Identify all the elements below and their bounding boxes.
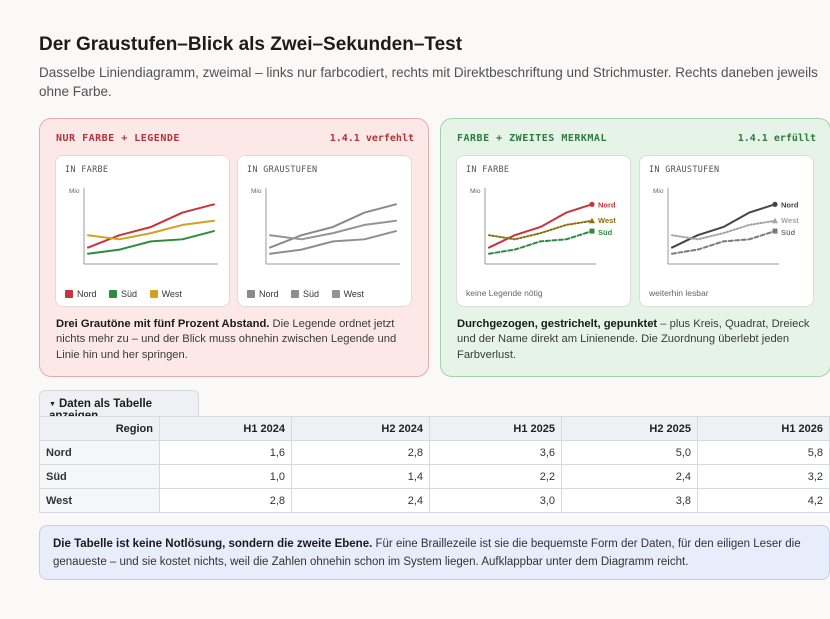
card-note: weiterhin lesbar <box>649 288 709 298</box>
legend-item-sued: Süd <box>109 289 137 299</box>
table-cell: 1,6 <box>159 440 292 465</box>
card-title: IN GRAUSTUFEN <box>649 165 720 175</box>
card-note: keine Legende nötig <box>466 288 543 298</box>
chart-legend: Nord Süd West <box>247 289 374 299</box>
table-cell: 5,8 <box>697 440 830 465</box>
table-cell: 3,2 <box>697 464 830 489</box>
column-header: H2 2024 <box>291 416 430 441</box>
page-title: Der Graustufen–Blick als Zwei–Sekunden–T… <box>39 34 463 55</box>
table-row: West 2,8 2,4 3,0 3,8 4,2 <box>39 488 830 513</box>
info-callout: Die Tabelle ist keine Notlösung, sondern… <box>39 525 830 580</box>
table-toggle-button[interactable]: ▼Daten als Tabelle anzeigen <box>39 390 199 422</box>
table-row: Süd 1,0 1,4 2,2 2,4 3,2 <box>39 464 830 489</box>
row-header: Nord <box>39 440 160 465</box>
axis-unit-label: Mio <box>251 188 262 195</box>
line-chart: Mio Nord Süd West <box>653 188 799 265</box>
table-cell: 3,6 <box>429 440 562 465</box>
direct-label-süd: Süd <box>781 228 796 237</box>
chart-card-grayscale: IN GRAUSTUFEN Mio Nord Süd West <box>237 155 412 307</box>
data-table: Region H1 2024 H2 2024 H1 2025 H2 2025 H… <box>39 416 830 513</box>
series-line-west <box>87 219 215 241</box>
end-marker-triangle <box>589 217 595 224</box>
table-cell: 1,0 <box>159 464 292 489</box>
table-cell: 2,4 <box>291 488 430 513</box>
series-line-nord <box>87 203 215 249</box>
series-line-süd <box>269 230 397 255</box>
caret-down-icon: ▼ <box>49 401 56 408</box>
end-marker-square <box>772 228 778 234</box>
direct-label-nord: Nord <box>781 200 799 209</box>
line-chart: Mio <box>251 188 400 265</box>
direct-label-west: West <box>781 216 799 225</box>
series-line-nord <box>671 203 776 249</box>
end-marker-circle <box>589 201 595 207</box>
chart-legend: Nord Süd West <box>65 289 192 299</box>
chart-card-grayscale: IN GRAUSTUFEN Mio Nord Süd West weiterhin l… <box>639 155 814 307</box>
column-header: H1 2024 <box>159 416 292 441</box>
legend-item-nord: Nord <box>247 289 279 299</box>
series-line-süd <box>488 230 593 255</box>
direct-label-süd: Süd <box>598 228 613 237</box>
table-cell: 2,4 <box>561 464 698 489</box>
axis-unit-label: Mio <box>653 188 664 195</box>
table-cell: 3,0 <box>429 488 562 513</box>
series-line-süd <box>87 230 215 255</box>
direct-label-west: West <box>598 216 616 225</box>
table-cell: 4,2 <box>697 488 830 513</box>
chart-card-color: IN FARBE Mio Nord Süd West <box>55 155 230 307</box>
legend-item-nord: Nord <box>65 289 97 299</box>
series-line-nord <box>488 203 593 249</box>
axis-unit-label: Mio <box>69 188 80 195</box>
card-title: IN GRAUSTUFEN <box>247 165 318 175</box>
table-row: Nord 1,6 2,8 3,6 5,0 5,8 <box>39 440 830 465</box>
series-line-nord <box>269 203 397 249</box>
panel-heading: NUR FARBE + LEGENDE <box>56 133 180 144</box>
panel-color-plus-feature: FARBE + ZWEITES MERKMAL 1.4.1 erfüllt IN… <box>440 118 830 377</box>
series-line-west <box>269 219 397 241</box>
criterion-badge: 1.4.1 erfüllt <box>737 133 816 144</box>
criterion-badge: 1.4.1 verfehlt <box>329 133 414 144</box>
chart-card-color: IN FARBE Mio Nord Süd West keine Legende nö… <box>456 155 631 307</box>
series-line-west <box>671 219 776 241</box>
table-cell: 2,8 <box>159 488 292 513</box>
end-marker-circle <box>772 201 778 207</box>
legend-item-sued: Süd <box>291 289 319 299</box>
end-marker-triangle <box>772 217 778 224</box>
table-header-row: Region H1 2024 H2 2024 H1 2025 H2 2025 H… <box>39 416 830 441</box>
line-chart: Mio <box>69 188 218 265</box>
legend-item-west: West <box>331 289 364 299</box>
column-header: Region <box>39 416 160 441</box>
series-line-west <box>488 219 593 241</box>
legend-item-west: West <box>149 289 182 299</box>
direct-label-nord: Nord <box>598 200 616 209</box>
series-line-süd <box>671 230 776 255</box>
column-header: H2 2025 <box>561 416 698 441</box>
card-title: IN FARBE <box>466 165 510 175</box>
page-subtitle: Dasselbe Liniendiagramm, zweimal – links… <box>39 65 818 99</box>
table-cell: 1,4 <box>291 464 430 489</box>
table-cell: 2,2 <box>429 464 562 489</box>
line-chart: Mio Nord Süd West <box>470 188 616 265</box>
table-cell: 3,8 <box>561 488 698 513</box>
column-header: H1 2025 <box>429 416 562 441</box>
panel-color-only: NUR FARBE + LEGENDE 1.4.1 verfehlt IN FA… <box>39 118 429 377</box>
row-header: Süd <box>39 464 160 489</box>
axis-unit-label: Mio <box>470 188 481 195</box>
panel-description: Durchgezogen, gestrichelt, gepunktet – p… <box>457 318 810 361</box>
table-cell: 2,8 <box>291 440 430 465</box>
row-header: West <box>39 488 160 513</box>
end-marker-square <box>589 228 595 234</box>
table-cell: 5,0 <box>561 440 698 465</box>
panel-heading: FARBE + ZWEITES MERKMAL <box>457 133 607 144</box>
card-title: IN FARBE <box>65 165 109 175</box>
panel-description: Drei Grautöne mit fünf Prozent Abstand. … <box>56 318 397 361</box>
column-header: H1 2026 <box>697 416 830 441</box>
